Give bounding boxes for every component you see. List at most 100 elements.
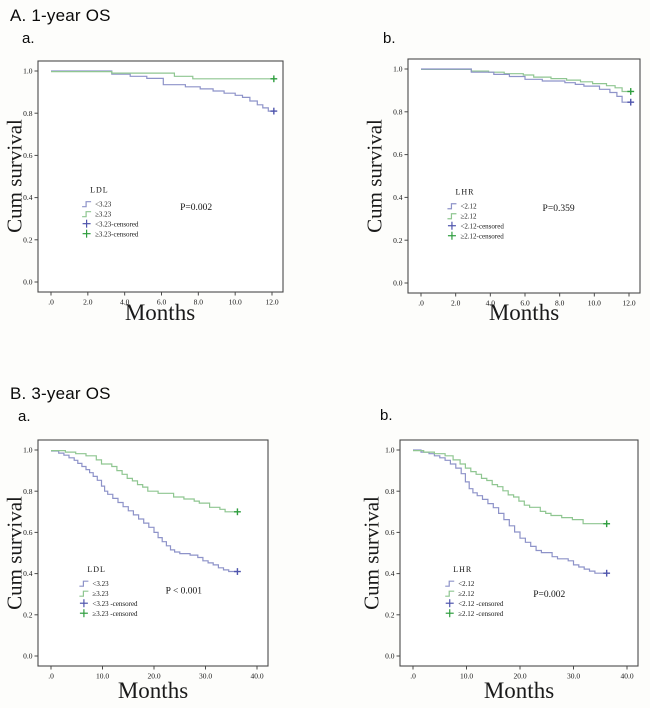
x-axis-label: Months: [483, 678, 555, 703]
x-tick-label: .0: [410, 672, 416, 681]
x-tick-label: 2.0: [451, 299, 461, 308]
legend-marker-step: [447, 213, 457, 220]
plot-box: [407, 58, 641, 294]
legend-item-label: ≥2.12: [460, 212, 477, 220]
legend-title: LHR: [455, 188, 474, 197]
survival-curve-green: [51, 71, 274, 80]
legend-item-label: <3.23: [92, 580, 109, 588]
y-tick-label: 0.8: [23, 109, 33, 118]
survival-curve-green: [413, 450, 607, 525]
x-tick-label: 8.0: [194, 298, 204, 307]
censor-marker: [270, 75, 278, 83]
section-b-title: B. 3-year OS: [10, 384, 111, 403]
y-tick-label: 0.6: [385, 528, 395, 537]
legend-title: LDL: [87, 565, 106, 574]
legend-marker-plus: [82, 219, 91, 228]
plot-box: [399, 439, 639, 667]
x-tick-label: 12.0: [265, 298, 278, 307]
censor-marker: [627, 98, 635, 106]
censor-marker: [234, 508, 241, 516]
p-value-label: P < 0.001: [166, 587, 203, 597]
survival-curve-blue: [51, 70, 274, 112]
legend-item-label: <3.23-censored: [95, 220, 139, 228]
legend-marker-step: [445, 580, 455, 587]
legend-item-label: ≥2.12-censored: [460, 232, 504, 240]
x-tick-label: 40.0: [620, 672, 633, 681]
section-a-title: A. 1-year OS: [10, 6, 111, 25]
legend-marker-step: [79, 590, 89, 597]
legend-item-label: ≥2.12: [458, 590, 475, 598]
legend-marker-step: [82, 211, 92, 218]
x-tick-label: 4.0: [120, 298, 130, 307]
legend-item-label: ≥3.23 -censored: [92, 610, 138, 618]
x-tick-label: 10.0: [96, 672, 109, 681]
y-tick-label: 0.8: [393, 107, 403, 116]
legend-item-label: <2.12-censored: [460, 222, 504, 230]
legend-marker-step: [447, 203, 457, 210]
legend-item-label: <3.23 -censored: [92, 600, 138, 608]
y-tick-label: 0.0: [23, 652, 33, 661]
legend-item-label: ≥2.12 -censored: [458, 610, 504, 618]
y-tick-label: 0.0: [393, 279, 403, 288]
x-tick-label: 6.0: [157, 298, 167, 307]
legend-marker-step: [82, 201, 92, 208]
y-tick-label: 0.2: [393, 236, 403, 245]
legend-marker-step: [79, 580, 89, 587]
x-tick-label: 4.0: [486, 299, 496, 308]
p-value-label: P=0.002: [533, 590, 565, 600]
legend-marker-plus: [447, 221, 456, 230]
x-axis-label: Months: [488, 300, 560, 325]
y-tick-label: 1.0: [23, 67, 33, 76]
legend-marker-step: [445, 590, 455, 597]
x-axis-label: Months: [117, 678, 189, 703]
y-tick-label: 0.2: [23, 235, 33, 244]
legend-title: LHR: [453, 565, 472, 574]
x-tick-label: .0: [48, 672, 54, 681]
legend-item-label: <2.12: [458, 580, 475, 588]
legend-marker-plus: [79, 599, 88, 608]
legend-item-label: ≥3.23: [95, 210, 112, 218]
x-tick-label: 10.0: [460, 672, 473, 681]
survival-curve-blue: [413, 449, 607, 574]
y-tick-label: 0.6: [23, 151, 33, 160]
p-value-label: P=0.002: [180, 203, 212, 213]
x-tick-label: 6.0: [520, 299, 530, 308]
legend-item-label: ≥3.23: [92, 590, 109, 598]
x-tick-label: 10.0: [588, 299, 601, 308]
y-tick-label: 0.2: [23, 610, 33, 619]
survival-curve-blue: [421, 68, 631, 103]
y-tick-label: 0.4: [385, 569, 395, 578]
y-tick-label: 0.0: [23, 278, 33, 287]
y-tick-label: 0.6: [393, 150, 403, 159]
legend-marker-plus: [447, 231, 456, 240]
legend-item-label: <2.12: [460, 202, 477, 210]
censor-marker: [234, 568, 241, 575]
x-tick-label: 2.0: [83, 298, 93, 307]
x-tick-label: 30.0: [567, 672, 580, 681]
y-tick-label: 1.0: [393, 65, 403, 74]
plot-box: [37, 60, 284, 293]
panel-b2-label: b.: [380, 407, 393, 424]
plot-box: [37, 439, 269, 667]
y-tick-label: 0.4: [23, 569, 33, 578]
y-tick-label: 0.8: [385, 487, 395, 496]
legend-marker-plus: [82, 229, 91, 238]
y-tick-label: 0.4: [393, 193, 403, 202]
x-tick-label: .0: [418, 299, 424, 308]
panel-b1-label: b.: [383, 30, 396, 47]
x-tick-label: .0: [48, 298, 54, 307]
x-tick-label: 10.0: [229, 298, 242, 307]
censor-marker: [627, 88, 635, 95]
censor-marker: [603, 569, 611, 577]
legend-marker-plus: [445, 599, 454, 608]
legend-item-label: ≥3.23-censored: [95, 230, 139, 238]
panel-a1-label: a.: [22, 30, 35, 47]
x-tick-label: 8.0: [555, 299, 565, 308]
panel-a2-label: a.: [18, 408, 31, 425]
y-tick-label: 0.8: [23, 487, 33, 496]
x-tick-label: 12.0: [622, 299, 635, 308]
legend-marker-plus: [445, 609, 454, 618]
km-plot-1yr-ldl: .0 2.0 4.0 6.0 8.0 10.0 12.0 0.0 0.2 0.4 0.6 0.8 1.0…: [23, 60, 284, 307]
p-value-label: P=0.359: [543, 204, 575, 214]
x-tick-label: 20.0: [513, 672, 526, 681]
